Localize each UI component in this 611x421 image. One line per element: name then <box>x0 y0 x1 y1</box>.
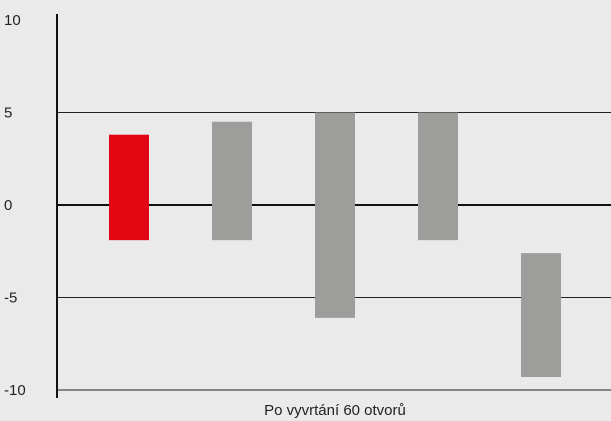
bars-layer <box>109 112 561 378</box>
range-bar-5 <box>521 253 561 378</box>
y-tick-label: 5 <box>4 105 12 122</box>
range-bar-2 <box>212 121 252 241</box>
x-axis-label: Po vyvrtání 60 otvorů <box>264 402 406 419</box>
y-tick-label: 0 <box>4 197 12 214</box>
y-tick-label: -5 <box>4 290 17 307</box>
y-tick-label: 10 <box>4 12 21 29</box>
range-bar-1 <box>109 134 149 241</box>
range-bar-3 <box>315 112 355 318</box>
y-tick-labels: 10 5 0 -5 -10 <box>4 12 26 399</box>
y-tick-label: -10 <box>4 382 26 399</box>
range-bar-4 <box>418 112 458 241</box>
